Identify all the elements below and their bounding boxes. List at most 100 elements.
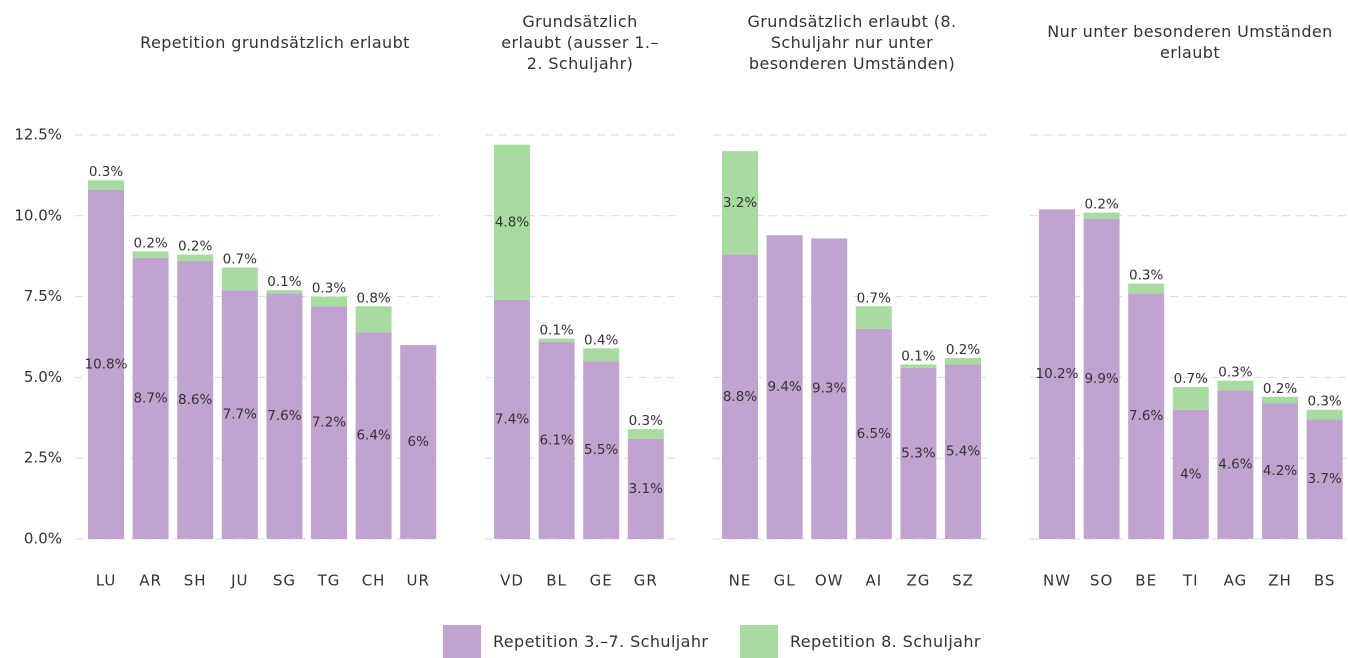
bar-segment <box>766 235 803 539</box>
bar-segment <box>355 332 392 539</box>
bar-segment <box>1128 293 1165 539</box>
panel-title: Nur unter besonderen Umständen erlaubt <box>1047 22 1333 62</box>
panel-title: Repetition grundsätzlich erlaubt <box>140 32 410 52</box>
panel-title: Grundsätzlich erlaubt (ausser 1.–2. Schu… <box>501 11 659 73</box>
data-label: 0.4% <box>584 332 618 348</box>
x-tick-label: ZG <box>906 572 930 590</box>
bar-segment <box>400 345 437 539</box>
data-label: 9.3% <box>812 381 846 397</box>
data-label: 0.3% <box>1218 365 1252 381</box>
x-tick-label: UR <box>406 572 429 590</box>
x-tick-label: TI <box>1182 572 1199 590</box>
data-label: 8.7% <box>133 390 167 406</box>
x-tick-label: AG <box>1224 572 1248 590</box>
data-label: 7.6% <box>1129 408 1163 424</box>
bar-segment <box>900 367 937 539</box>
bar-segment <box>88 180 124 190</box>
x-tick-label: SG <box>273 572 296 590</box>
data-label: 6% <box>407 434 429 450</box>
x-tick-label: ZH <box>1268 572 1292 590</box>
data-label: 6.4% <box>356 428 390 444</box>
x-tick-label: AI <box>865 572 882 590</box>
data-label: 7.6% <box>267 408 301 424</box>
bar-segment <box>177 254 214 262</box>
legend-swatch <box>740 625 778 658</box>
legend-label: Repetition 3.–7. Schuljahr <box>493 632 709 651</box>
bar-segment <box>494 299 530 539</box>
legend-item: Repetition 3.–7. Schuljahr <box>443 625 708 658</box>
data-label: 4% <box>1180 466 1202 482</box>
data-label: 0.3% <box>1307 394 1341 410</box>
bar-segment <box>1306 419 1343 539</box>
data-label: 0.2% <box>946 342 980 358</box>
bar-segment <box>811 238 848 539</box>
x-tick-label: VD <box>500 572 524 590</box>
y-tick-label: 0.0% <box>24 530 62 548</box>
bar-segment <box>900 364 937 368</box>
legend-swatch <box>443 625 481 658</box>
bar-segment <box>1262 403 1298 539</box>
data-label: 0.3% <box>312 281 346 297</box>
data-label: 6.5% <box>857 426 891 442</box>
x-tick-label: SZ <box>952 572 974 590</box>
bar-segment <box>583 348 620 362</box>
bar-segment <box>1172 387 1209 410</box>
bar-segment <box>538 338 575 342</box>
bar-segment <box>1128 283 1165 294</box>
x-tick-label: GE <box>590 572 613 590</box>
data-label: 0.7% <box>857 290 891 306</box>
data-label: 7.4% <box>495 411 529 427</box>
panel-title: Grundsätzlich erlaubt (8. Schuljahr nur … <box>747 11 957 73</box>
bar-segment <box>1083 219 1120 540</box>
data-label: 3.7% <box>1307 471 1341 487</box>
x-tick-label: LU <box>96 572 117 590</box>
x-tick-label: AR <box>139 572 162 590</box>
data-label: 7.7% <box>223 407 257 423</box>
data-label: 4.8% <box>495 214 529 230</box>
data-label: 0.1% <box>901 348 935 364</box>
x-tick-label: CH <box>362 572 386 590</box>
bar-segment <box>945 358 981 365</box>
bar-segment <box>177 261 214 539</box>
x-tick-label: BL <box>546 572 567 590</box>
bar-segment <box>538 341 575 539</box>
legend-item: Repetition 8. Schuljahr <box>740 625 981 658</box>
legend-label: Repetition 8. Schuljahr <box>790 632 981 651</box>
x-tick-label: OW <box>815 572 844 590</box>
bar-segment <box>132 251 169 258</box>
x-tick-label: JU <box>230 572 248 590</box>
bar-segment <box>945 364 981 539</box>
data-label: 6.1% <box>539 432 573 448</box>
data-label: 10.8% <box>85 356 128 372</box>
x-tick-label: BE <box>1135 572 1157 590</box>
data-label: 4.2% <box>1263 463 1297 479</box>
data-label: 5.4% <box>946 444 980 460</box>
bar-segment <box>311 296 347 307</box>
bar-segment <box>1217 380 1254 391</box>
x-tick-label: GL <box>774 572 796 590</box>
data-label: 5.5% <box>584 442 618 458</box>
data-label: 0.7% <box>223 252 257 268</box>
y-tick-label: 7.5% <box>24 287 62 305</box>
bar-segment <box>221 290 258 539</box>
data-label: 3.1% <box>629 481 663 497</box>
data-label: 0.2% <box>178 239 212 255</box>
x-tick-label: NW <box>1043 572 1071 590</box>
bar-segment <box>1306 409 1343 420</box>
bar-segment <box>627 429 664 439</box>
x-tick-label: TG <box>317 572 341 590</box>
y-tick-label: 12.5% <box>14 126 62 144</box>
data-label: 0.2% <box>1084 197 1118 213</box>
bar-segment <box>627 438 664 539</box>
bar-segment <box>132 257 169 539</box>
bar-segment <box>722 151 758 255</box>
x-tick-label: NE <box>729 572 752 590</box>
bar-segment <box>266 290 303 294</box>
data-label: 0.2% <box>1263 381 1297 397</box>
data-label: 4.6% <box>1218 457 1252 473</box>
data-label: 0.3% <box>89 164 123 180</box>
x-tick-label: BS <box>1314 572 1336 590</box>
data-label: 0.7% <box>1174 371 1208 387</box>
bar-segment <box>1083 212 1120 220</box>
